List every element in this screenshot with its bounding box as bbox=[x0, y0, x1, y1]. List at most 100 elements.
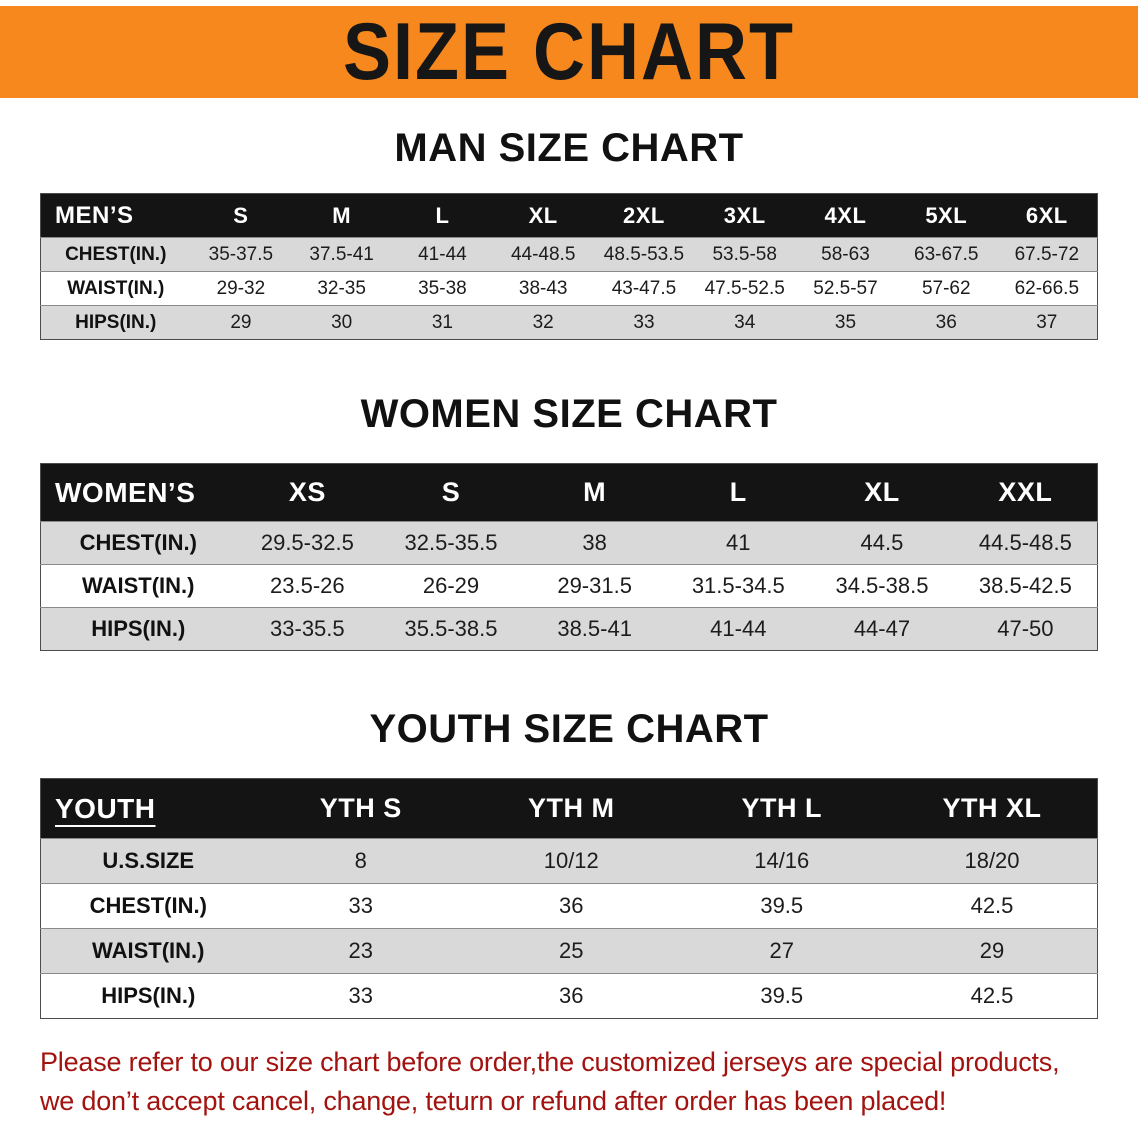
size-value-cell: 31.5-34.5 bbox=[666, 564, 811, 608]
size-value-cell: 52.5-57 bbox=[795, 271, 896, 306]
size-value-cell: 33 bbox=[255, 973, 466, 1019]
size-value-cell: 27 bbox=[676, 928, 887, 974]
row-label: WAIST(IN.) bbox=[40, 564, 236, 608]
size-value-cell: 58-63 bbox=[795, 237, 896, 272]
row-label: WAIST(IN.) bbox=[40, 271, 191, 306]
size-value-cell: 47.5-52.5 bbox=[694, 271, 796, 306]
size-value-cell: 38-43 bbox=[492, 271, 594, 306]
table-row: WAIST(IN.) 23 25 27 29 bbox=[40, 928, 1098, 974]
women-size-table: WOMEN’S XS S M L XL XXL CHEST(IN.) 29.5-32.5 32.5… bbox=[40, 463, 1098, 651]
size-value-cell: 14/16 bbox=[676, 838, 887, 884]
size-value-cell: 41-44 bbox=[392, 237, 493, 272]
size-column-header: YTH XL bbox=[887, 778, 1098, 839]
size-column-header: YTH L bbox=[676, 778, 887, 839]
women-size-chart-heading: WOMEN SIZE CHART bbox=[360, 392, 778, 436]
size-value-cell: 35 bbox=[795, 305, 896, 340]
table-row: CHEST(IN.) 35-37.5 37.5-41 41-44 44-48.5 48.5… bbox=[40, 237, 1098, 272]
youth-size-table: YOUTH YTH S YTH M YTH L YTH XL U.S.SIZE 8 10/12… bbox=[40, 778, 1098, 1019]
size-value-cell: 35-37.5 bbox=[190, 237, 292, 272]
page-title: SIZE CHART bbox=[343, 7, 795, 97]
table-title-cell: WOMEN’S bbox=[40, 463, 236, 522]
size-value-cell: 23.5-26 bbox=[235, 564, 380, 608]
row-label: HIPS(IN.) bbox=[40, 973, 256, 1019]
table-header-row: YOUTH YTH S YTH M YTH L YTH XL bbox=[40, 778, 1098, 839]
row-label: CHEST(IN.) bbox=[40, 237, 191, 272]
size-value-cell: 26-29 bbox=[379, 564, 523, 608]
size-column-header: 2XL bbox=[593, 193, 695, 238]
table-header-row: WOMEN’S XS S M L XL XXL bbox=[40, 463, 1098, 522]
size-value-cell: 34 bbox=[694, 305, 796, 340]
size-column-header: L bbox=[666, 463, 811, 522]
size-value-cell: 43-47.5 bbox=[593, 271, 695, 306]
size-value-cell: 29-32 bbox=[190, 271, 292, 306]
table-title-cell: MEN’S bbox=[40, 193, 191, 238]
men-size-chart-heading: MAN SIZE CHART bbox=[394, 126, 744, 170]
section-men: MAN SIZE CHART MEN’S S M L XL 2XL 3XL 4XL 5XL 6XL… bbox=[0, 126, 1138, 340]
size-value-cell: 38.5-42.5 bbox=[953, 564, 1098, 608]
size-value-cell: 29.5-32.5 bbox=[235, 521, 380, 565]
row-label: CHEST(IN.) bbox=[40, 883, 256, 929]
size-column-header: S bbox=[379, 463, 523, 522]
size-value-cell: 23 bbox=[255, 928, 466, 974]
size-value-cell: 34.5-38.5 bbox=[810, 564, 954, 608]
table-header-row: MEN’S S M L XL 2XL 3XL 4XL 5XL 6XL bbox=[40, 193, 1098, 238]
size-value-cell: 37.5-41 bbox=[291, 237, 393, 272]
order-notice: Please refer to our size chart before or… bbox=[40, 1043, 1138, 1121]
size-column-header: XL bbox=[810, 463, 954, 522]
notice-line-2: we don’t accept cancel, change, teturn o… bbox=[40, 1086, 947, 1117]
size-value-cell: 44.5-48.5 bbox=[953, 521, 1098, 565]
size-value-cell: 10/12 bbox=[466, 838, 677, 884]
row-label: CHEST(IN.) bbox=[40, 521, 236, 565]
row-label: HIPS(IN.) bbox=[40, 305, 191, 340]
size-column-header: XL bbox=[492, 193, 594, 238]
size-column-header: L bbox=[392, 193, 493, 238]
size-value-cell: 33 bbox=[255, 883, 466, 929]
size-value-cell: 18/20 bbox=[887, 838, 1098, 884]
row-label: HIPS(IN.) bbox=[40, 607, 236, 651]
size-value-cell: 67.5-72 bbox=[996, 237, 1098, 272]
size-value-cell: 29 bbox=[887, 928, 1098, 974]
size-value-cell: 35-38 bbox=[392, 271, 493, 306]
size-value-cell: 42.5 bbox=[887, 973, 1098, 1019]
size-column-header: YTH S bbox=[255, 778, 466, 839]
table-row: HIPS(IN.) 29 30 31 32 33 34 35 36 37 bbox=[40, 305, 1098, 340]
size-value-cell: 41 bbox=[666, 521, 811, 565]
size-value-cell: 36 bbox=[466, 883, 677, 929]
size-column-header: XS bbox=[235, 463, 380, 522]
table-row: WAIST(IN.) 23.5-26 26-29 29-31.5 31.5-34.5 34… bbox=[40, 564, 1098, 608]
table-row: CHEST(IN.) 33 36 39.5 42.5 bbox=[40, 883, 1098, 929]
size-value-cell: 29 bbox=[190, 305, 292, 340]
size-value-cell: 36 bbox=[895, 305, 997, 340]
size-value-cell: 44-47 bbox=[810, 607, 954, 651]
size-value-cell: 32-35 bbox=[291, 271, 393, 306]
size-column-header: S bbox=[190, 193, 292, 238]
size-value-cell: 29-31.5 bbox=[522, 564, 667, 608]
size-column-header: M bbox=[291, 193, 393, 238]
youth-size-chart-heading: YOUTH SIZE CHART bbox=[369, 707, 769, 751]
size-column-header: 3XL bbox=[694, 193, 796, 238]
size-column-header: 4XL bbox=[795, 193, 896, 238]
table-row: CHEST(IN.) 29.5-32.5 32.5-35.5 38 41 44.5 44.5… bbox=[40, 521, 1098, 565]
size-value-cell: 62-66.5 bbox=[996, 271, 1098, 306]
banner: SIZE CHART bbox=[0, 6, 1138, 98]
table-row: HIPS(IN.) 33 36 39.5 42.5 bbox=[40, 973, 1098, 1019]
size-chart-page: SIZE CHART MAN SIZE CHART MEN’S S M L XL 2XL 3… bbox=[0, 6, 1138, 1132]
size-value-cell: 57-62 bbox=[895, 271, 997, 306]
size-value-cell: 42.5 bbox=[887, 883, 1098, 929]
size-value-cell: 32.5-35.5 bbox=[379, 521, 523, 565]
size-value-cell: 33 bbox=[593, 305, 695, 340]
size-value-cell: 39.5 bbox=[676, 883, 887, 929]
size-value-cell: 32 bbox=[492, 305, 594, 340]
size-value-cell: 37 bbox=[996, 305, 1098, 340]
size-column-header: 6XL bbox=[996, 193, 1098, 238]
row-label: U.S.SIZE bbox=[40, 838, 256, 884]
size-value-cell: 25 bbox=[466, 928, 677, 974]
size-column-header: 5XL bbox=[895, 193, 997, 238]
size-value-cell: 63-67.5 bbox=[895, 237, 997, 272]
size-value-cell: 30 bbox=[291, 305, 393, 340]
size-value-cell: 44.5 bbox=[810, 521, 954, 565]
row-label: WAIST(IN.) bbox=[40, 928, 256, 974]
notice-line-1: Please refer to our size chart before or… bbox=[40, 1047, 1060, 1077]
size-value-cell: 48.5-53.5 bbox=[593, 237, 695, 272]
table-row: HIPS(IN.) 33-35.5 35.5-38.5 38.5-41 41-44 44-… bbox=[40, 607, 1098, 651]
